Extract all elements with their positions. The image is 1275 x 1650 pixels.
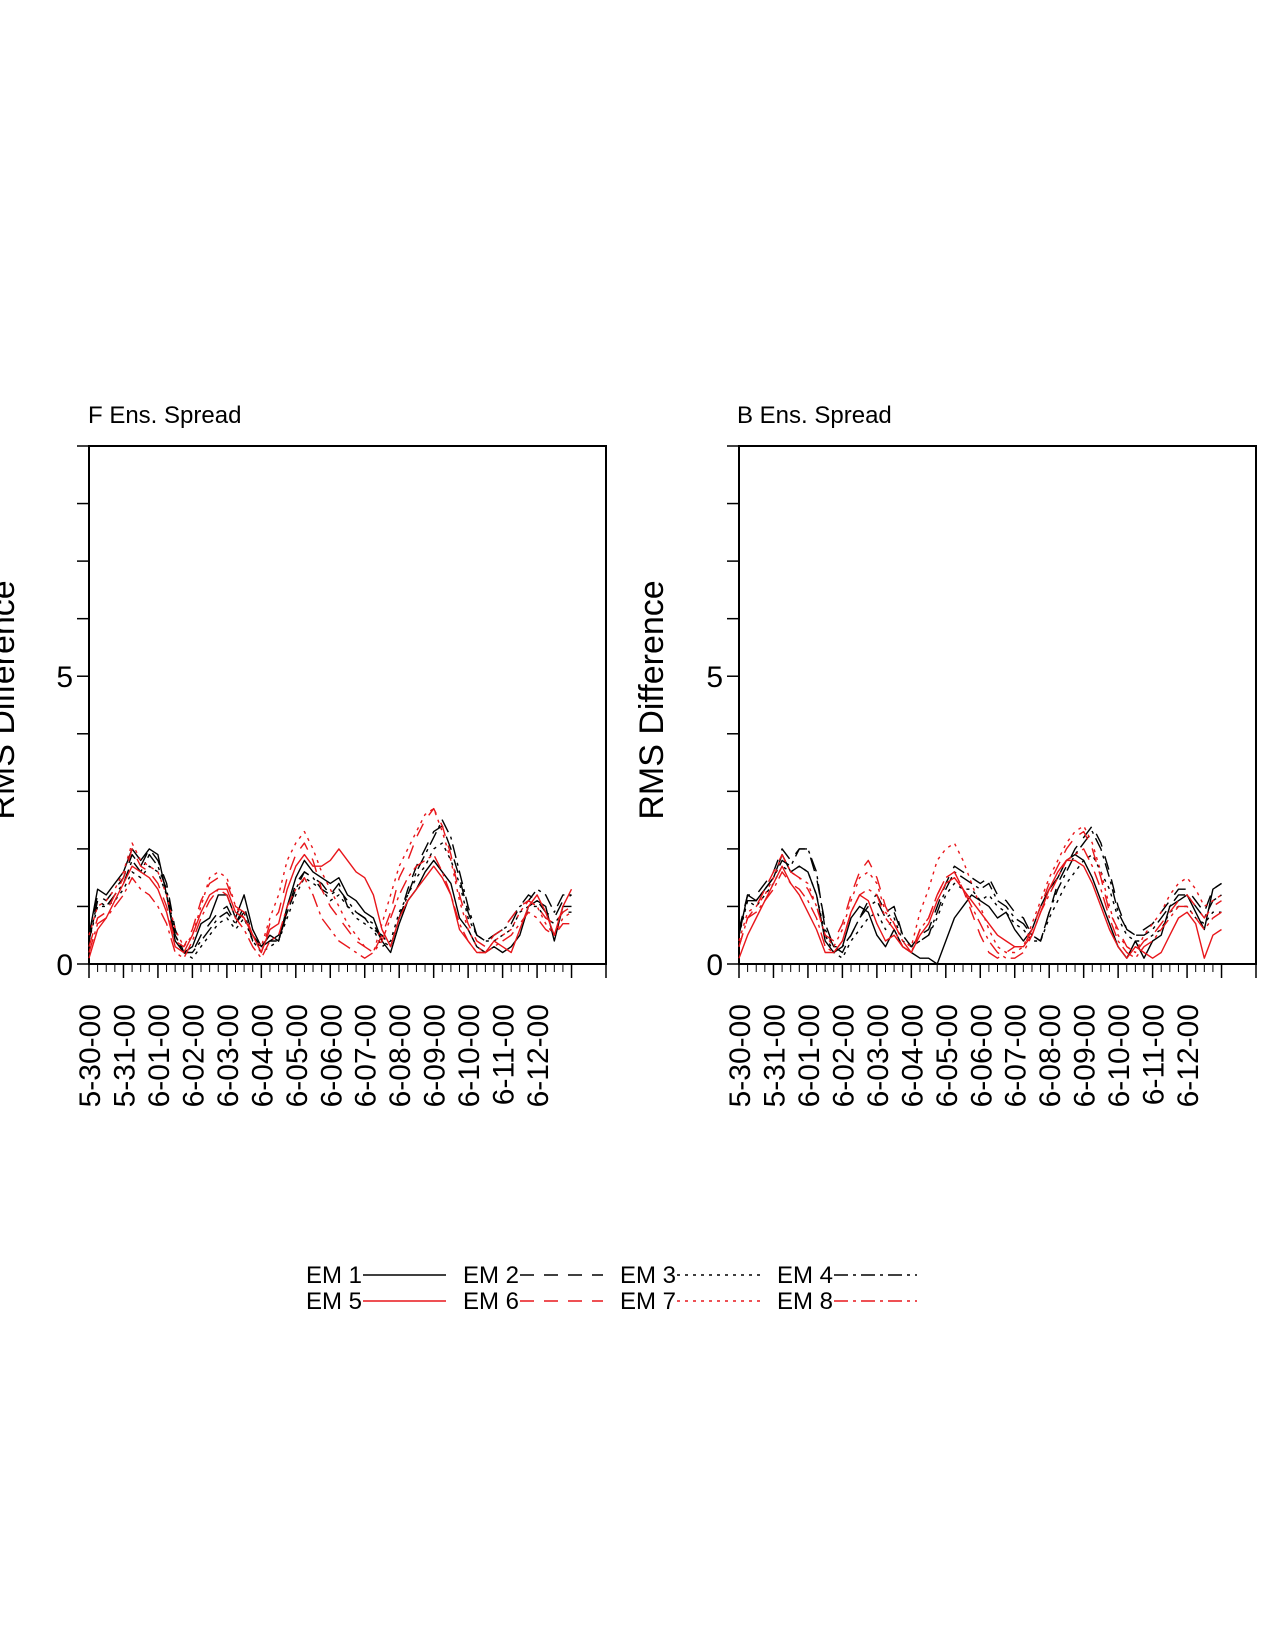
x-tick-label: 6-02-00	[827, 1004, 860, 1107]
x-tick-label: 6-03-00	[862, 1004, 895, 1107]
x-tick-label: 5-30-00	[74, 1004, 107, 1107]
x-tick-label: 5-31-00	[108, 1004, 141, 1107]
panel-f-ens-spread: F Ens. Spread RMS Difference 0 5 5-30-00 5-…	[0, 402, 607, 1107]
series-line-em-6	[88, 807, 572, 954]
x-tick-label: 6-10-00	[453, 1004, 486, 1107]
x-tick-label: 6-01-00	[143, 1004, 176, 1107]
x-tick-label: 6-12-00	[522, 1004, 555, 1107]
panel-title: F Ens. Spread	[88, 402, 241, 429]
x-tick-label: 6-11-00	[1138, 1004, 1171, 1105]
x-tick-label: 6-10-00	[1103, 1004, 1136, 1107]
series-line-em-8	[738, 848, 1222, 959]
legend-label: EM 7	[620, 1288, 676, 1315]
x-tick-label: 6-12-00	[1172, 1004, 1205, 1107]
x-tick-label: 6-04-00	[896, 1004, 929, 1107]
y-tick-label: 0	[706, 949, 723, 982]
x-tick-label: 6-05-00	[281, 1004, 314, 1107]
series-line-em-2	[88, 825, 572, 954]
legend-label: EM 6	[463, 1288, 519, 1315]
x-tick-label: 6-08-00	[1034, 1004, 1067, 1107]
x-tick-label: 6-07-00	[1000, 1004, 1033, 1107]
series-line-em-8	[88, 853, 572, 959]
x-tick-label: 6-07-00	[350, 1004, 383, 1107]
x-tick-label: 6-09-00	[419, 1004, 452, 1107]
x-tick-label: 5-31-00	[758, 1004, 791, 1107]
panel-title: B Ens. Spread	[737, 402, 892, 429]
x-tick-label: 5-30-00	[724, 1004, 757, 1107]
y-tick-label: 0	[56, 949, 73, 982]
y-tick-label: 5	[706, 661, 723, 694]
plot-frame	[738, 445, 1257, 965]
x-tick-label: 6-01-00	[793, 1004, 826, 1107]
series-line-em-7	[88, 807, 572, 954]
series-line-em-1	[738, 853, 1222, 965]
y-tick-label: 5	[56, 661, 73, 694]
x-tick-label: 6-11-00	[488, 1004, 521, 1105]
series-line-em-4	[738, 830, 1222, 948]
y-axis-label: RMS Difference	[633, 580, 671, 819]
x-tick-label: 6-03-00	[212, 1004, 245, 1107]
series-line-em-5	[738, 859, 1222, 959]
x-tick-label: 6-02-00	[177, 1004, 210, 1107]
legend-label: EM 4	[777, 1262, 833, 1289]
y-axis-label: RMS Difference	[0, 580, 22, 819]
legend-label: EM 3	[620, 1262, 676, 1289]
x-tick-label: 6-09-00	[1069, 1004, 1102, 1107]
legend-label: EM 8	[777, 1288, 833, 1315]
x-tick-label: 6-06-00	[965, 1004, 998, 1107]
legend-label: EM 2	[463, 1262, 519, 1289]
legend-label: EM 1	[306, 1262, 362, 1289]
x-tick-label: 6-04-00	[246, 1004, 279, 1107]
series-line-em-5	[88, 848, 573, 959]
x-tick-label: 6-05-00	[931, 1004, 964, 1107]
legend: EM 1 EM 2 EM 3 EM 4 EM 5 EM 6 EM 7 EM 8	[306, 1262, 917, 1315]
panel-b-ens-spread: B Ens. Spread RMS Difference 0 5 5-30-00 5-…	[633, 402, 1257, 1107]
x-tick-label: 6-06-00	[315, 1004, 348, 1107]
series-line-em-6	[738, 830, 1222, 959]
legend-label: EM 5	[306, 1288, 362, 1315]
x-tick-label: 6-08-00	[384, 1004, 417, 1107]
